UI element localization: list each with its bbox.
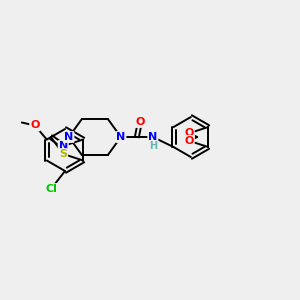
Text: N: N [64, 132, 74, 142]
Text: O: O [135, 117, 145, 127]
Text: N: N [58, 141, 68, 151]
Text: O: O [30, 121, 40, 130]
Text: O: O [184, 128, 194, 138]
Text: N: N [148, 132, 158, 142]
Text: S: S [59, 149, 67, 159]
Text: Cl: Cl [45, 184, 57, 194]
Text: N: N [116, 132, 125, 142]
Text: O: O [184, 136, 194, 146]
Text: H: H [149, 141, 157, 151]
